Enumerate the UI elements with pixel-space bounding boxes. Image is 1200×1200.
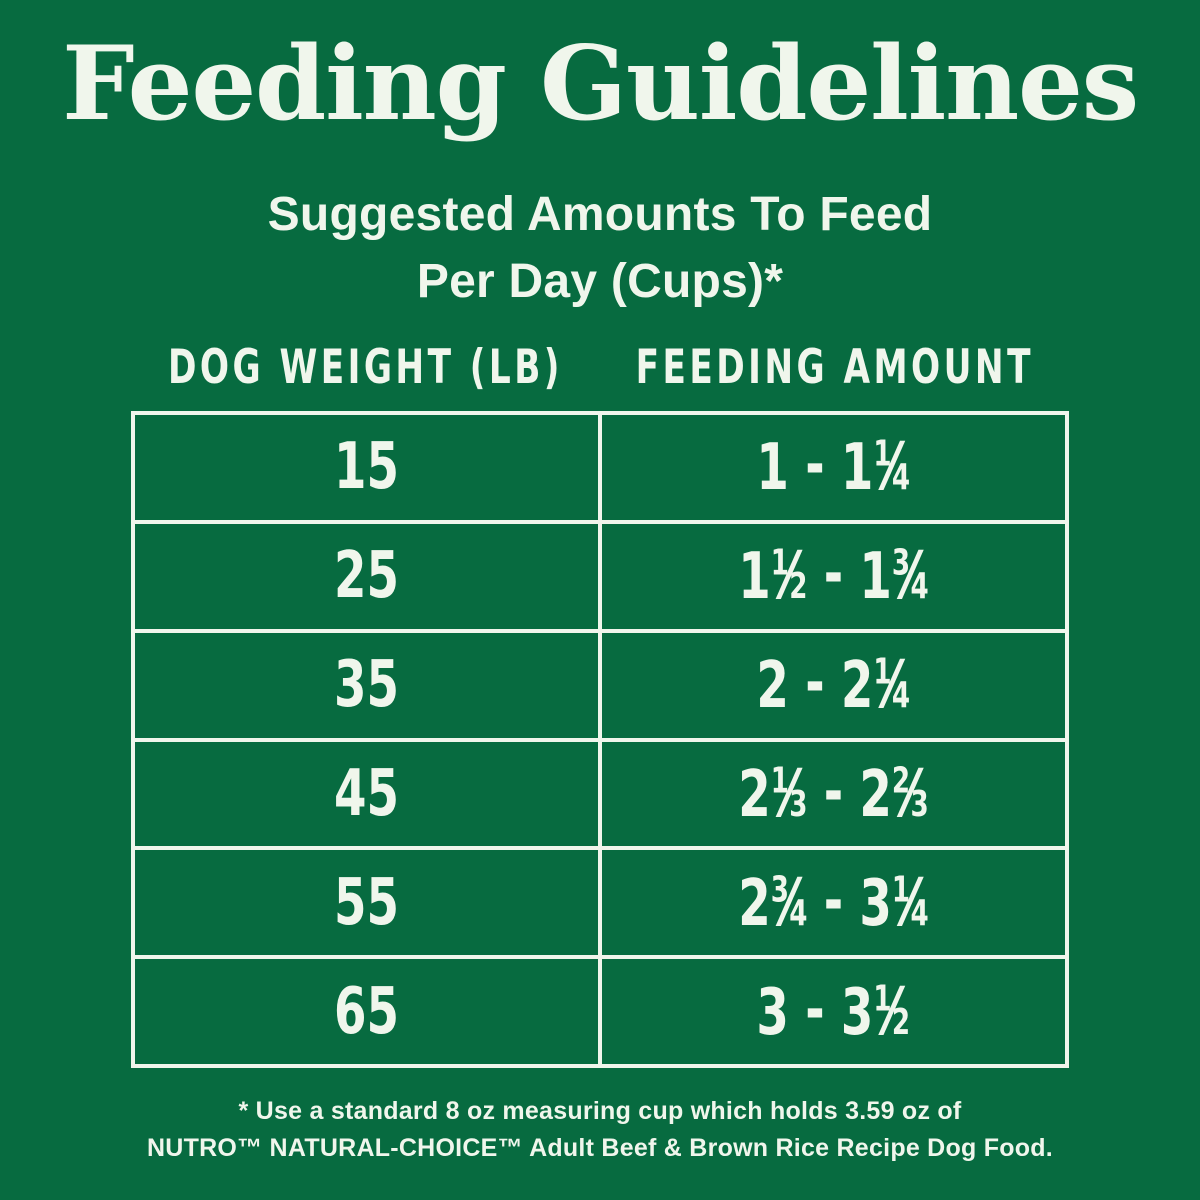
range-dash: - [823, 755, 844, 830]
weight-value: 15 [333, 430, 400, 505]
weight-cell: 15 [135, 415, 598, 520]
column-header-feeding-amount-label: FEEDING AMOUNT [635, 339, 1034, 395]
fraction: 3⁄4 [770, 864, 808, 941]
subtitle-line-2: Per Day (Cups)* [416, 255, 784, 308]
weight-cell: 45 [135, 741, 598, 847]
fraction: 3⁄4 [891, 538, 929, 615]
subtitle: Suggested Amounts To Feed Per Day (Cups)… [0, 181, 1200, 315]
amount-cell: 21⁄3 - 22⁄3 [602, 741, 1065, 847]
amount-cell: 2 - 21⁄4 [602, 632, 1065, 738]
fraction: 1⁄4 [891, 864, 929, 941]
subtitle-line-1: Suggested Amounts To Feed [267, 188, 933, 241]
range-dash: - [805, 646, 825, 721]
weight-value: 55 [333, 865, 400, 940]
range-dash: - [805, 973, 825, 1048]
amount-value: 23⁄4 - 31⁄4 [738, 864, 929, 941]
range-dash: - [823, 537, 844, 612]
footnote-line-1: * Use a standard 8 oz measuring cup whic… [238, 1097, 962, 1125]
weight-value: 35 [333, 648, 400, 723]
table-column-headers: DOG WEIGHT (LB) FEEDING AMOUNT [131, 339, 1069, 395]
fraction: 1⁄4 [873, 647, 911, 724]
amount-cell: 23⁄4 - 31⁄4 [602, 850, 1065, 956]
fraction: 1⁄4 [873, 429, 911, 506]
weight-cell: 65 [135, 959, 598, 1064]
footnote-line-2: NUTRO™ NATURAL-CHOICE™ Adult Beef & Brow… [146, 1134, 1054, 1162]
amount-cell: 1 - 11⁄4 [602, 415, 1065, 520]
weight-value: 45 [333, 756, 400, 831]
page-title: Feeding Guidelines [62, 24, 1139, 144]
amount-value: 21⁄3 - 22⁄3 [738, 755, 929, 832]
fraction: 1⁄2 [770, 538, 808, 615]
weight-cell: 25 [135, 523, 598, 629]
fraction: 2⁄3 [891, 755, 929, 832]
footnote: * Use a standard 8 oz measuring cup whic… [0, 1093, 1200, 1167]
range-dash: - [823, 864, 844, 939]
amount-cell: 3 - 31⁄2 [602, 959, 1065, 1064]
amount-value: 3 - 31⁄2 [756, 973, 911, 1050]
column-header-dog-weight-label: DOG WEIGHT (LB) [168, 339, 563, 395]
column-header-feeding-amount: FEEDING AMOUNT [600, 339, 1069, 395]
column-header-dog-weight: DOG WEIGHT (LB) [131, 339, 600, 395]
weight-value: 65 [333, 974, 400, 1049]
amount-value: 2 - 21⁄4 [756, 646, 911, 724]
amount-cell: 11⁄2 - 13⁄4 [602, 523, 1065, 629]
weight-value: 25 [333, 539, 400, 614]
fraction: 1⁄2 [873, 973, 911, 1050]
range-dash: - [805, 428, 825, 503]
weight-cell: 35 [135, 632, 598, 738]
amount-value: 1 - 11⁄4 [756, 428, 911, 506]
weight-cell: 55 [135, 850, 598, 956]
feeding-table: 15 1 - 11⁄4 25 11⁄2 - 13⁄4 35 2 - 21⁄4 4… [131, 411, 1069, 1068]
fraction: 1⁄3 [770, 755, 808, 832]
amount-value: 11⁄2 - 13⁄4 [738, 537, 929, 615]
